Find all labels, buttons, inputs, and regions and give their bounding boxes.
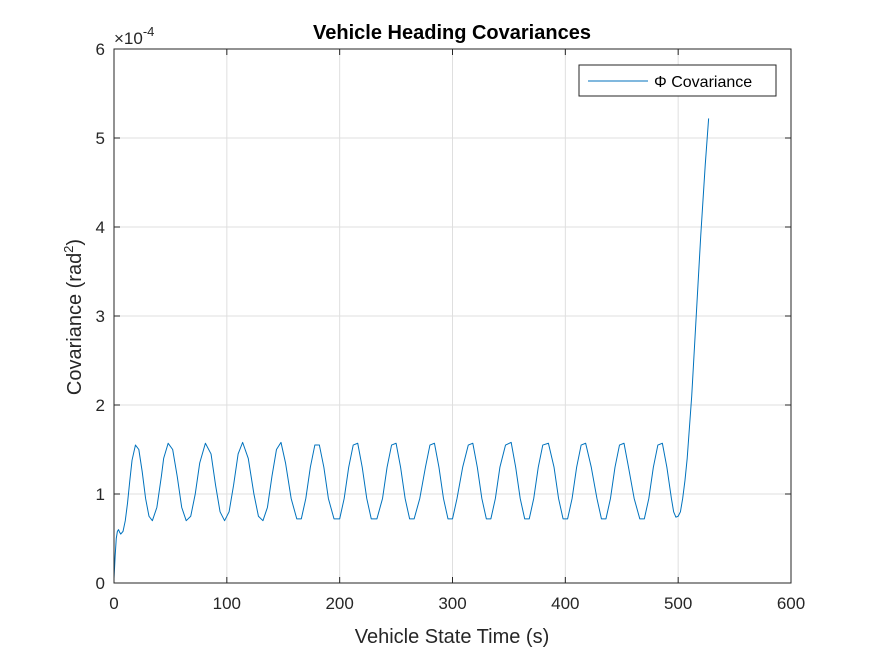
x-tick-label: 500 [664,594,692,613]
y-axis-label: Covariance (rad2) [61,239,86,395]
y-axis-label-close: ) [64,239,86,246]
y-axis-exponent: ×10-4 [114,24,154,48]
x-tick-label: 600 [777,594,805,613]
legend[interactable]: Φ Covariance [578,64,777,97]
chart-title: Vehicle Heading Covariances [313,22,591,44]
y-axis-label-main: Covariance (rad [64,253,86,395]
x-tick-label: 100 [213,594,241,613]
legend-entry-label: Φ Covariance [654,74,752,91]
x-tick-label: 400 [551,594,579,613]
axis-ticks: 0 100 200 300 400 500 600 0 1 2 3 4 5 6 [96,40,806,613]
y-tick-label: 2 [96,396,105,415]
y-axis-exponent-power: -4 [143,24,155,39]
series-line [113,118,710,579]
x-tick-label: 200 [325,594,353,613]
y-axis-exponent-base: ×10 [114,29,143,48]
y-tick-label: 1 [96,485,105,504]
y-axis-label-superscript: 2 [61,246,76,253]
y-tick-label: 0 [96,574,105,593]
y-tick-label: 5 [96,129,105,148]
series-layer [113,118,710,579]
y-tick-label: 4 [96,218,105,237]
y-tick-label: 3 [96,307,105,326]
x-tick-label: 300 [438,594,466,613]
x-tick-label: 0 [109,594,118,613]
y-tick-label: 6 [96,40,105,59]
x-axis-label: Vehicle State Time (s) [355,626,550,648]
grid-lines [114,49,791,583]
